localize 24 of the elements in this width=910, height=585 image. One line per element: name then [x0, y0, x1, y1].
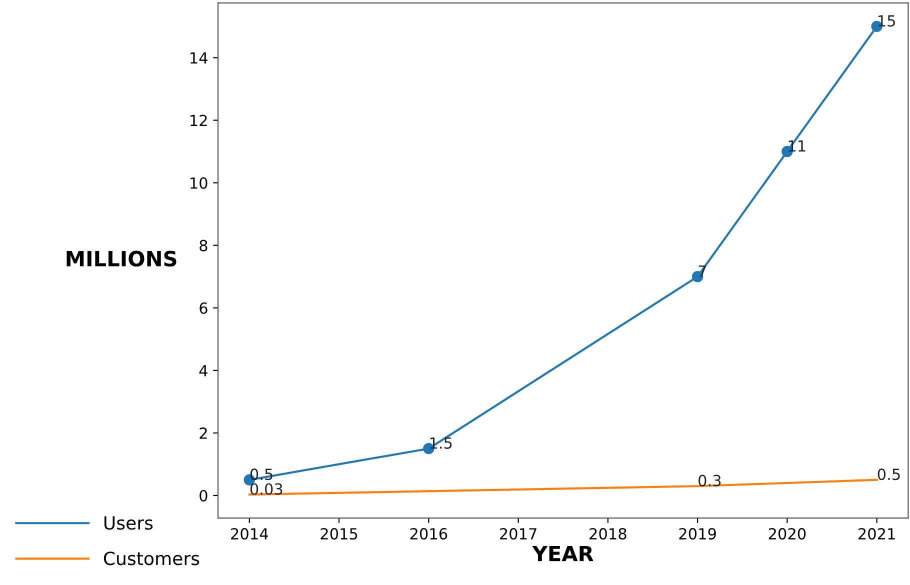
- y-tick-label: 6: [200, 302, 208, 314]
- data-label: 0.3: [698, 474, 721, 486]
- y-tick-label: 8: [200, 240, 208, 252]
- x-tick-label: 2021: [858, 528, 895, 540]
- y-tick-label: 14: [190, 52, 208, 64]
- x-tick-label: 2017: [500, 528, 536, 540]
- x-tick-label: 2019: [679, 528, 716, 540]
- data-label: 0.03: [250, 483, 282, 495]
- legend-label: Users: [104, 516, 153, 530]
- data-label: 0.5: [878, 468, 900, 480]
- x-tick-label: 2016: [410, 528, 448, 540]
- x-tick-label: 2015: [320, 528, 358, 540]
- x-tick-label: 2014: [231, 528, 268, 540]
- data-label: 15: [878, 15, 895, 27]
- legend-label: Customers: [104, 552, 200, 566]
- x-tick-label: 2018: [590, 528, 626, 540]
- y-tick-label: 2: [200, 427, 207, 439]
- y-tick-label: 12: [190, 114, 207, 126]
- y-axis-title: MILLIONS: [66, 250, 176, 267]
- y-tick-label: 0: [200, 490, 208, 502]
- y-tick-label: 4: [199, 365, 208, 376]
- y-tick-label: 10: [190, 177, 208, 189]
- x-tick-label: 2020: [768, 528, 806, 540]
- x-axis-title: YEAR: [532, 546, 594, 562]
